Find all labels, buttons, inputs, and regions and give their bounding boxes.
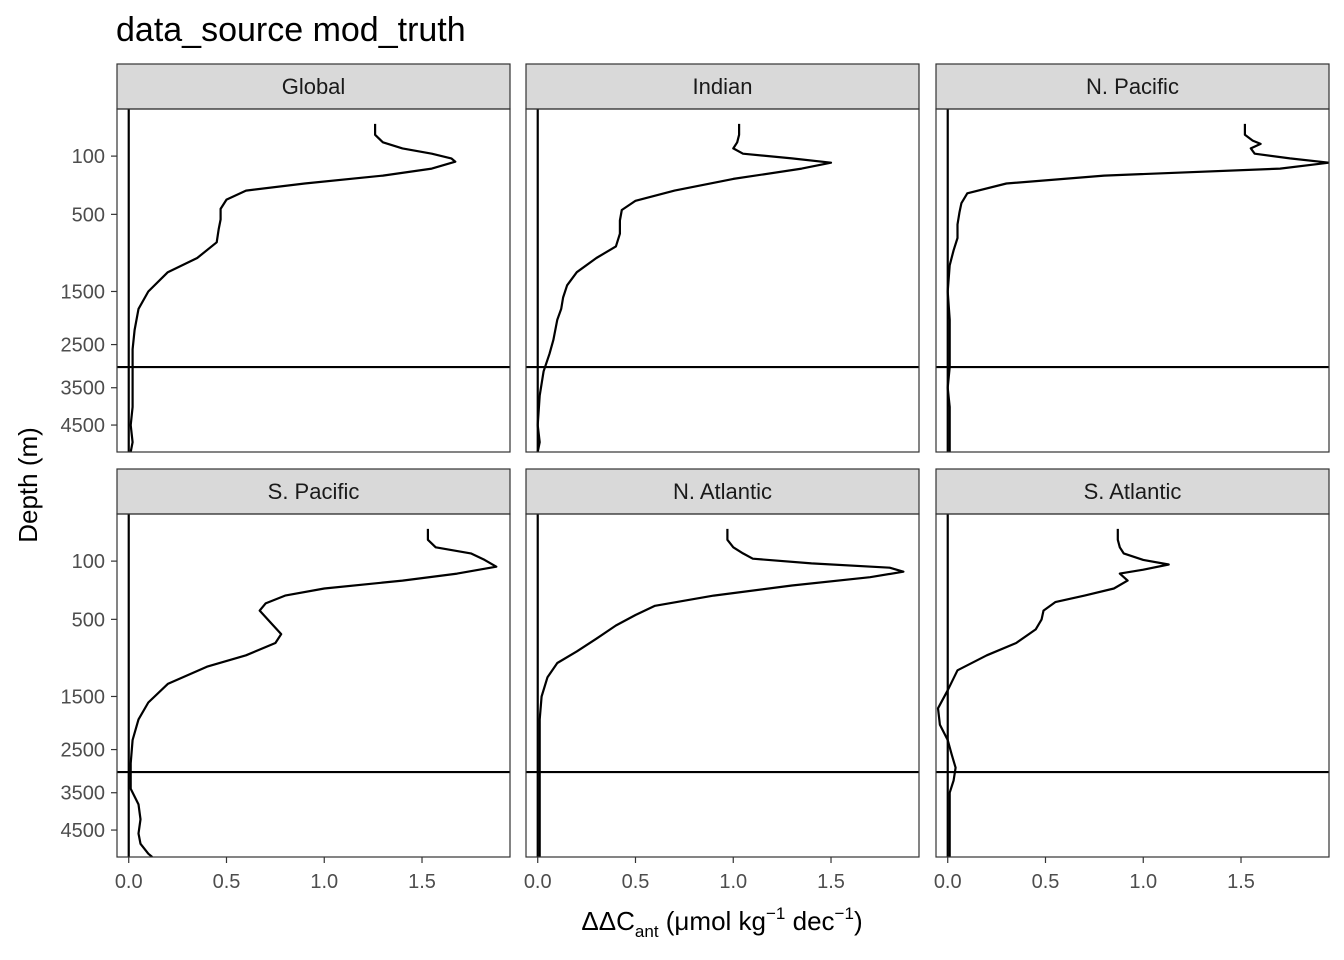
profile-line-indian <box>536 123 833 452</box>
profile-line-n-pacific <box>946 123 1329 452</box>
x-tick-label: 1.0 <box>1129 871 1157 893</box>
x-tick-label: 0.0 <box>524 871 552 893</box>
strip-label-n-atlantic: N. Atlantic <box>673 479 772 504</box>
strip-label-indian: Indian <box>693 74 753 99</box>
y-tick-label: 1500 <box>61 686 106 708</box>
strip-n-atlantic <box>525 468 920 515</box>
y-tick-label: 1500 <box>61 281 106 303</box>
x-axis-title: ΔΔCant (μmol kg−1 dec−1) <box>581 904 862 941</box>
chart-title: data_source mod_truth <box>116 11 466 49</box>
strip-indian <box>525 63 920 110</box>
x-tick-label: 1.5 <box>408 871 436 893</box>
y-tick-label: 3500 <box>61 378 106 400</box>
y-tick-label: 500 <box>72 609 105 631</box>
x-tick-label: 1.0 <box>310 871 338 893</box>
profile-line-global <box>129 123 457 452</box>
panel-border <box>116 108 511 453</box>
panel-border <box>935 513 1330 858</box>
profile-line-s-atlantic <box>936 528 1170 857</box>
x-tick-label: 1.5 <box>817 871 845 893</box>
y-axis-title: Depth (m) <box>13 427 43 543</box>
panel-n-atlantic: N. Atlantic 0.0 0.5 1.0 1.5 <box>524 468 920 893</box>
panel-border <box>525 108 920 453</box>
strip-s-atlantic <box>935 468 1330 515</box>
panel-s-pacific: S. Pacific 100 500 1500 2500 3500 4500 0.0 0.5 1.… <box>61 468 511 893</box>
panels: Global 100 500 1500 2500 3500 4500 Indian N. Pac… <box>61 63 1330 893</box>
y-tick-label: 500 <box>72 204 105 226</box>
panel-border <box>935 108 1330 453</box>
y-tick-label: 2500 <box>61 335 106 357</box>
panel-border <box>525 513 920 858</box>
panel-global: Global 100 500 1500 2500 3500 4500 <box>61 63 511 453</box>
strip-s-pacific <box>116 468 511 515</box>
x-tick-label: 0.5 <box>1032 871 1060 893</box>
y-tick-label: 4500 <box>61 415 106 437</box>
strip-label-s-atlantic: S. Atlantic <box>1084 479 1182 504</box>
y-tick-label: 4500 <box>61 820 106 842</box>
x-tick-label: 0.5 <box>213 871 241 893</box>
strip-label-s-pacific: S. Pacific <box>268 479 360 504</box>
panel-border <box>116 513 511 858</box>
x-tick-label: 0.0 <box>934 871 962 893</box>
x-tick-label: 1.0 <box>719 871 747 893</box>
profile-line-s-pacific <box>129 528 498 857</box>
strip-label-global: Global <box>282 74 346 99</box>
strip-global <box>116 63 511 110</box>
x-tick-label: 0.5 <box>622 871 650 893</box>
y-tick-label: 3500 <box>61 783 106 805</box>
panel-s-atlantic: S. Atlantic 0.0 0.5 1.0 1.5 <box>934 468 1330 893</box>
x-tick-label: 0.0 <box>115 871 143 893</box>
strip-label-n-pacific: N. Pacific <box>1086 74 1179 99</box>
y-tick-label: 100 <box>72 551 105 573</box>
panel-indian: Indian <box>525 63 920 453</box>
y-tick-label: 2500 <box>61 740 106 762</box>
x-tick-label: 1.5 <box>1227 871 1255 893</box>
y-tick-label: 100 <box>72 146 105 168</box>
profile-line-n-atlantic <box>538 528 905 857</box>
panel-n-pacific: N. Pacific <box>935 63 1330 453</box>
